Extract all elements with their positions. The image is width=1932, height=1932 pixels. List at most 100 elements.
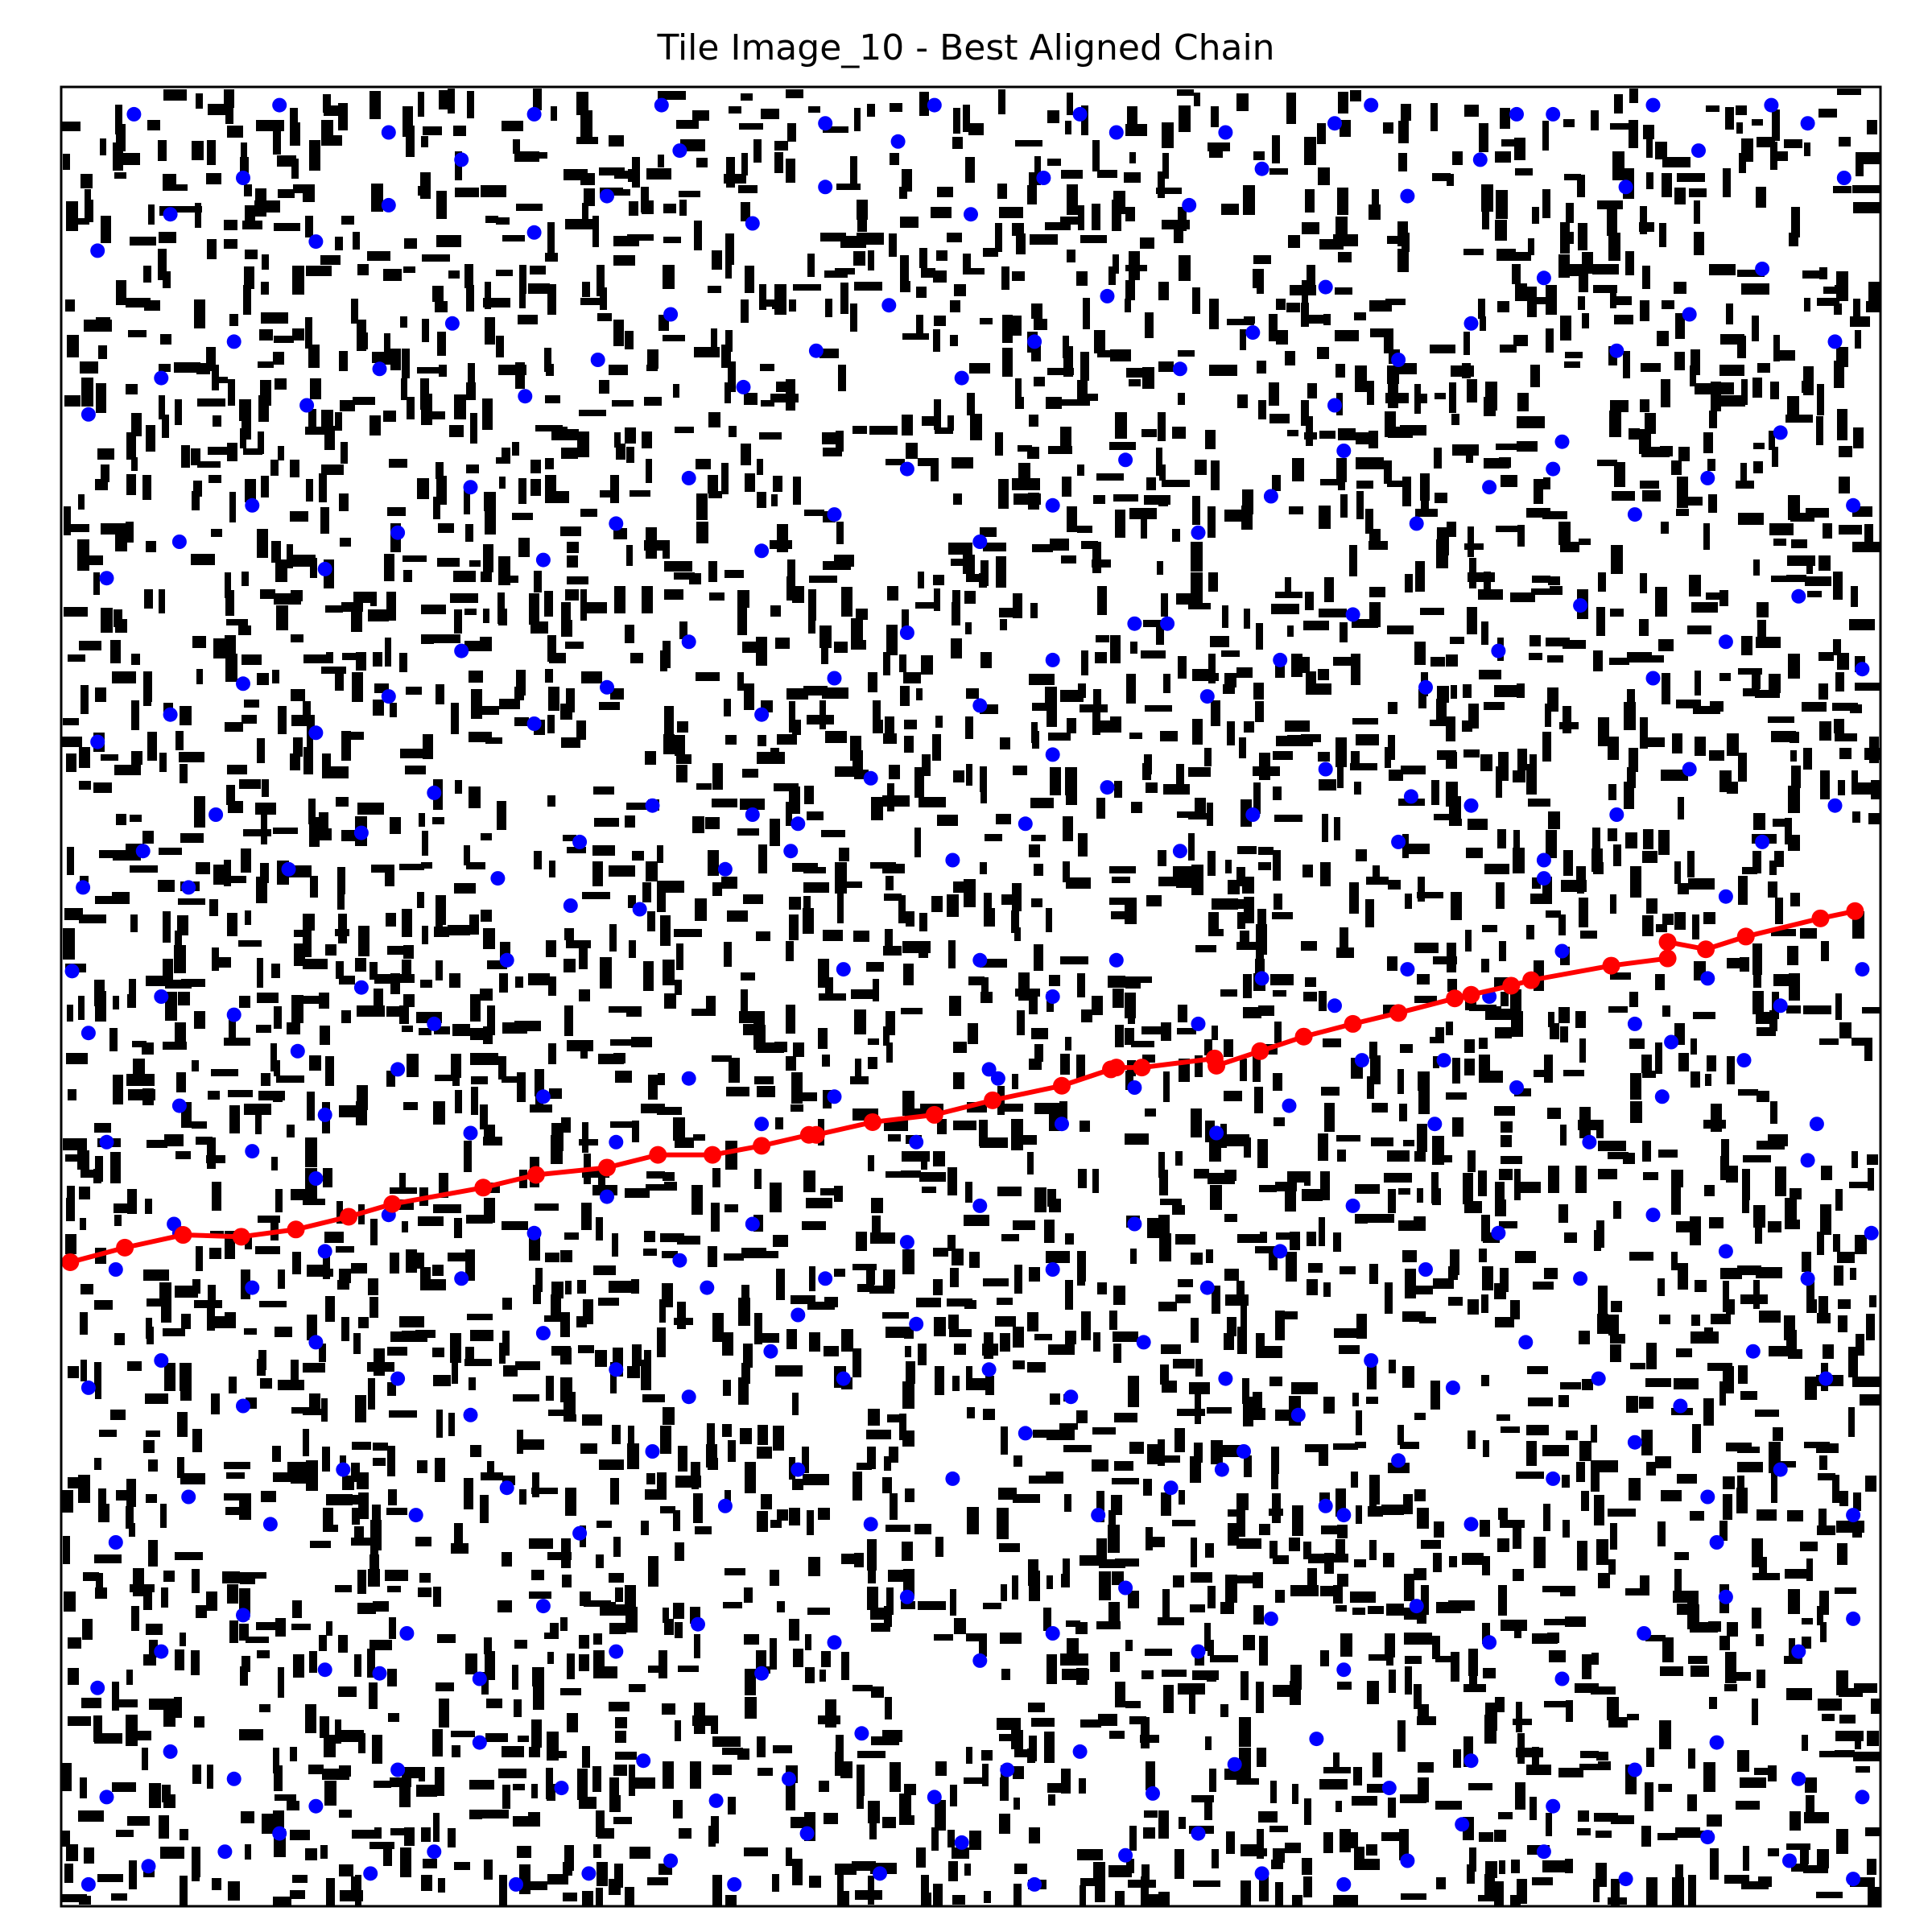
texture-blob [1368,541,1388,550]
texture-blob [660,915,671,946]
point-marker [1027,334,1042,349]
texture-blob [982,1764,989,1786]
texture-blob [95,896,114,904]
texture-blob [1063,1558,1070,1587]
point-marker [1191,1826,1206,1841]
texture-blob [560,1348,572,1364]
texture-blob [1494,1830,1506,1842]
texture-blob [1303,992,1317,1001]
point-marker [954,1835,969,1850]
texture-blob [1418,877,1425,902]
texture-blob [868,672,877,692]
texture-blob [1269,1249,1278,1270]
texture-blob [1046,706,1057,727]
texture-blob [1695,1280,1707,1292]
texture-blob [1695,671,1701,696]
chain-marker [526,1166,545,1184]
texture-blob [454,1862,470,1870]
texture-blob [245,250,258,259]
texture-blob [900,255,909,286]
texture-blob [1173,1359,1195,1368]
texture-blob [609,865,635,877]
texture-blob [64,524,89,532]
texture-blob [1805,1377,1817,1400]
texture-blob [547,1784,555,1801]
texture-blob [1015,140,1042,147]
texture-blob [433,1101,445,1125]
texture-blob [1368,204,1381,220]
texture-blob [94,1123,111,1133]
texture-blob [400,749,426,758]
texture-blob [1790,750,1797,762]
texture-blob [1115,412,1127,439]
texture-blob [1129,152,1136,163]
texture-blob [499,699,520,709]
texture-blob [1849,619,1875,630]
point-marker [336,1462,351,1477]
point-marker [818,180,833,195]
texture-blob [417,367,445,374]
texture-blob [1258,847,1274,855]
point-marker [1718,889,1733,904]
texture-blob [1800,928,1817,939]
point-marker [381,197,396,213]
texture-blob [1867,120,1877,134]
texture-blob [807,1608,830,1615]
texture-blob [1112,1478,1139,1484]
point-marker [945,852,960,868]
texture-blob [857,233,884,245]
point-marker [135,844,151,859]
texture-blob [1319,779,1336,791]
texture-blob [1517,416,1545,428]
texture-blob [1285,577,1291,594]
texture-blob [837,1875,844,1906]
texture-blob [663,734,675,754]
texture-blob [1156,188,1182,194]
point-marker [727,1876,742,1892]
texture-blob [1191,1253,1203,1265]
texture-blob [114,1203,133,1213]
texture-blob [1067,250,1075,262]
texture-blob [1560,1382,1581,1389]
texture-blob [722,1424,732,1437]
point-marker [754,707,770,722]
texture-blob [1817,1313,1831,1323]
texture-blob [387,946,405,955]
texture-blob [1738,1089,1758,1096]
texture-blob [310,1541,331,1548]
point-marker [141,1859,156,1874]
texture-blob [664,1619,674,1635]
point-marker [126,106,142,122]
point-marker [1536,852,1551,868]
point-marker [1199,1280,1215,1295]
texture-blob [241,848,251,873]
texture-blob [1566,1430,1578,1440]
texture-blob [882,795,910,807]
texture-blob [206,1155,225,1163]
point-marker [964,207,978,222]
texture-blob [1304,1171,1311,1186]
texture-blob [610,1362,617,1393]
texture-blob [690,1761,701,1789]
texture-blob [1596,607,1605,636]
texture-blob [952,137,963,149]
point-marker [1627,507,1642,522]
texture-blob [126,1715,138,1746]
texture-blob [335,929,349,936]
texture-blob [259,329,273,341]
texture-blob [531,1570,544,1580]
texture-blob [336,797,349,807]
texture-blob [1369,1540,1377,1560]
texture-blob [1418,689,1426,708]
texture-blob [1501,1121,1513,1133]
point-marker [353,980,369,995]
texture-blob [905,1488,914,1502]
texture-blob [937,815,958,826]
texture-blob [597,1521,612,1528]
texture-blob [110,1152,121,1183]
texture-blob [512,513,533,520]
texture-blob [1674,912,1686,930]
texture-blob [1478,299,1485,319]
texture-blob [965,622,972,634]
point-marker [1191,1644,1206,1659]
